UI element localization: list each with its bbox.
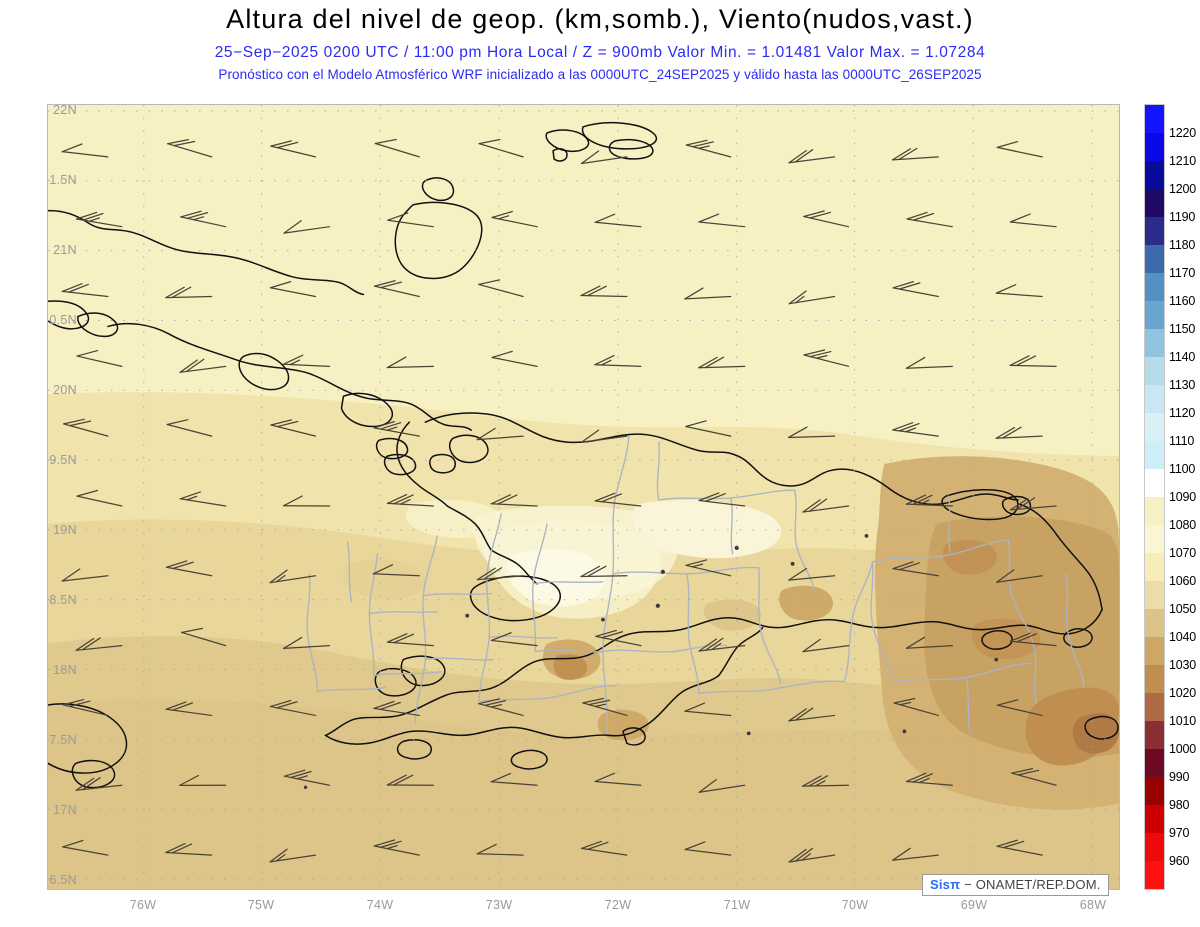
colorbar-tick-label: 1180 [1169,238,1196,252]
watermark-logo: Sisπ − ONAMET/REP.DOM. [922,874,1109,896]
colorbar-cell [1145,637,1164,665]
colorbar-tick-label: 1010 [1169,714,1197,728]
colorbar-cell [1145,749,1164,777]
colorbar-tick-label: 1190 [1169,210,1196,224]
colorbar-tick-label: 1080 [1169,518,1197,532]
colorbar-tick-label: 1100 [1169,462,1196,476]
xtick-label: 76W [129,898,157,912]
colorbar-labels: 1220 1210 1200 1190 1180 1170 1160 1150 1140 1130… [1169,104,1200,890]
colorbar-cell [1145,609,1164,637]
map-plot-area[interactable] [47,104,1120,890]
colorbar-tick-label: 1160 [1169,294,1196,308]
colorbar-cell [1145,217,1164,245]
xtick-label: 73W [485,898,513,912]
colorbar-tick-label: 1040 [1169,630,1197,644]
colorbar-cell [1145,441,1164,469]
colorbar-cell [1145,805,1164,833]
colorbar-tick-label: 1150 [1169,322,1196,336]
colorbar-cell [1145,161,1164,189]
colorbar-cell [1145,497,1164,525]
colorbar-cell [1145,665,1164,693]
xtick-label: 71W [723,898,751,912]
colorbar-cell [1145,105,1164,133]
colorbar-cell [1145,133,1164,161]
colorbar-cell [1145,385,1164,413]
colorbar-cell [1145,581,1164,609]
page-title: Altura del nivel de geop. (km,somb.), Vi… [226,4,974,34]
chart-subtitle-valid-time: 25−Sep−2025 0200 UTC / 11:00 pm Hora Loc… [214,44,986,61]
colorbar-cell [1145,833,1164,861]
colorbar-tick-label: 1120 [1169,406,1196,420]
xtick-label: 68W [1079,898,1107,912]
colorbar-tick-label: 1130 [1169,378,1196,392]
xtick-label: 72W [604,898,632,912]
colorbar-tick-label: 1050 [1169,602,1197,616]
colorbar-cell [1145,301,1164,329]
colorbar-cell [1145,469,1164,497]
colorbar-tick-label: 1090 [1169,490,1197,504]
chart-subtitle-model-info: Pronóstico con el Modelo Atmosférico WRF… [218,67,982,82]
colorbar-cell [1145,553,1164,581]
colorbar-tick-label: 1000 [1169,742,1197,756]
colorbar-cell [1145,777,1164,805]
colorbar-tick-label: 1210 [1169,154,1197,168]
watermark-agency: ONAMET/REP.DOM. [975,877,1101,892]
colorbar-cell [1145,357,1164,385]
watermark-separator: − [960,877,976,892]
colorbar-cell [1145,189,1164,217]
colorbar-tick-label: 980 [1169,798,1190,812]
map-canvas [48,105,1119,889]
colorbar-cell [1145,245,1164,273]
colorbar-cell [1145,721,1164,749]
colorbar-tick-label: 1140 [1169,350,1196,364]
colorbar-tick-label: 1170 [1169,266,1196,280]
colorbar-tick-label: 970 [1169,826,1190,840]
colorbar-tick-label: 1200 [1169,182,1197,196]
xtick-label: 75W [247,898,275,912]
colorbar-cell [1145,525,1164,553]
colorbar-tick-label: 960 [1169,854,1190,868]
colorbar-tick-label: 1070 [1169,546,1197,560]
watermark-brand: Sisπ [930,877,961,892]
xtick-label: 69W [960,898,988,912]
xtick-label: 74W [366,898,394,912]
colorbar-tick-label: 1060 [1169,574,1197,588]
colorbar-cell [1145,693,1164,721]
chart-header: Altura del nivel de geop. (km,somb.), Vi… [0,0,1200,92]
colorbar-tick-label: 990 [1169,770,1190,784]
colorbar-cell [1145,413,1164,441]
colorbar-swatches[interactable] [1144,104,1165,890]
geopotential-shading-layer [48,105,1119,889]
colorbar-cell [1145,861,1164,889]
xtick-label: 70W [841,898,869,912]
colorbar-tick-label: 1020 [1169,686,1197,700]
colorbar-tick-label: 1110 [1169,434,1195,448]
colorbar-cell [1145,329,1164,357]
colorbar-tick-label: 1220 [1169,126,1197,140]
colorbar-cell [1145,273,1164,301]
colorbar-tick-label: 1030 [1169,658,1197,672]
